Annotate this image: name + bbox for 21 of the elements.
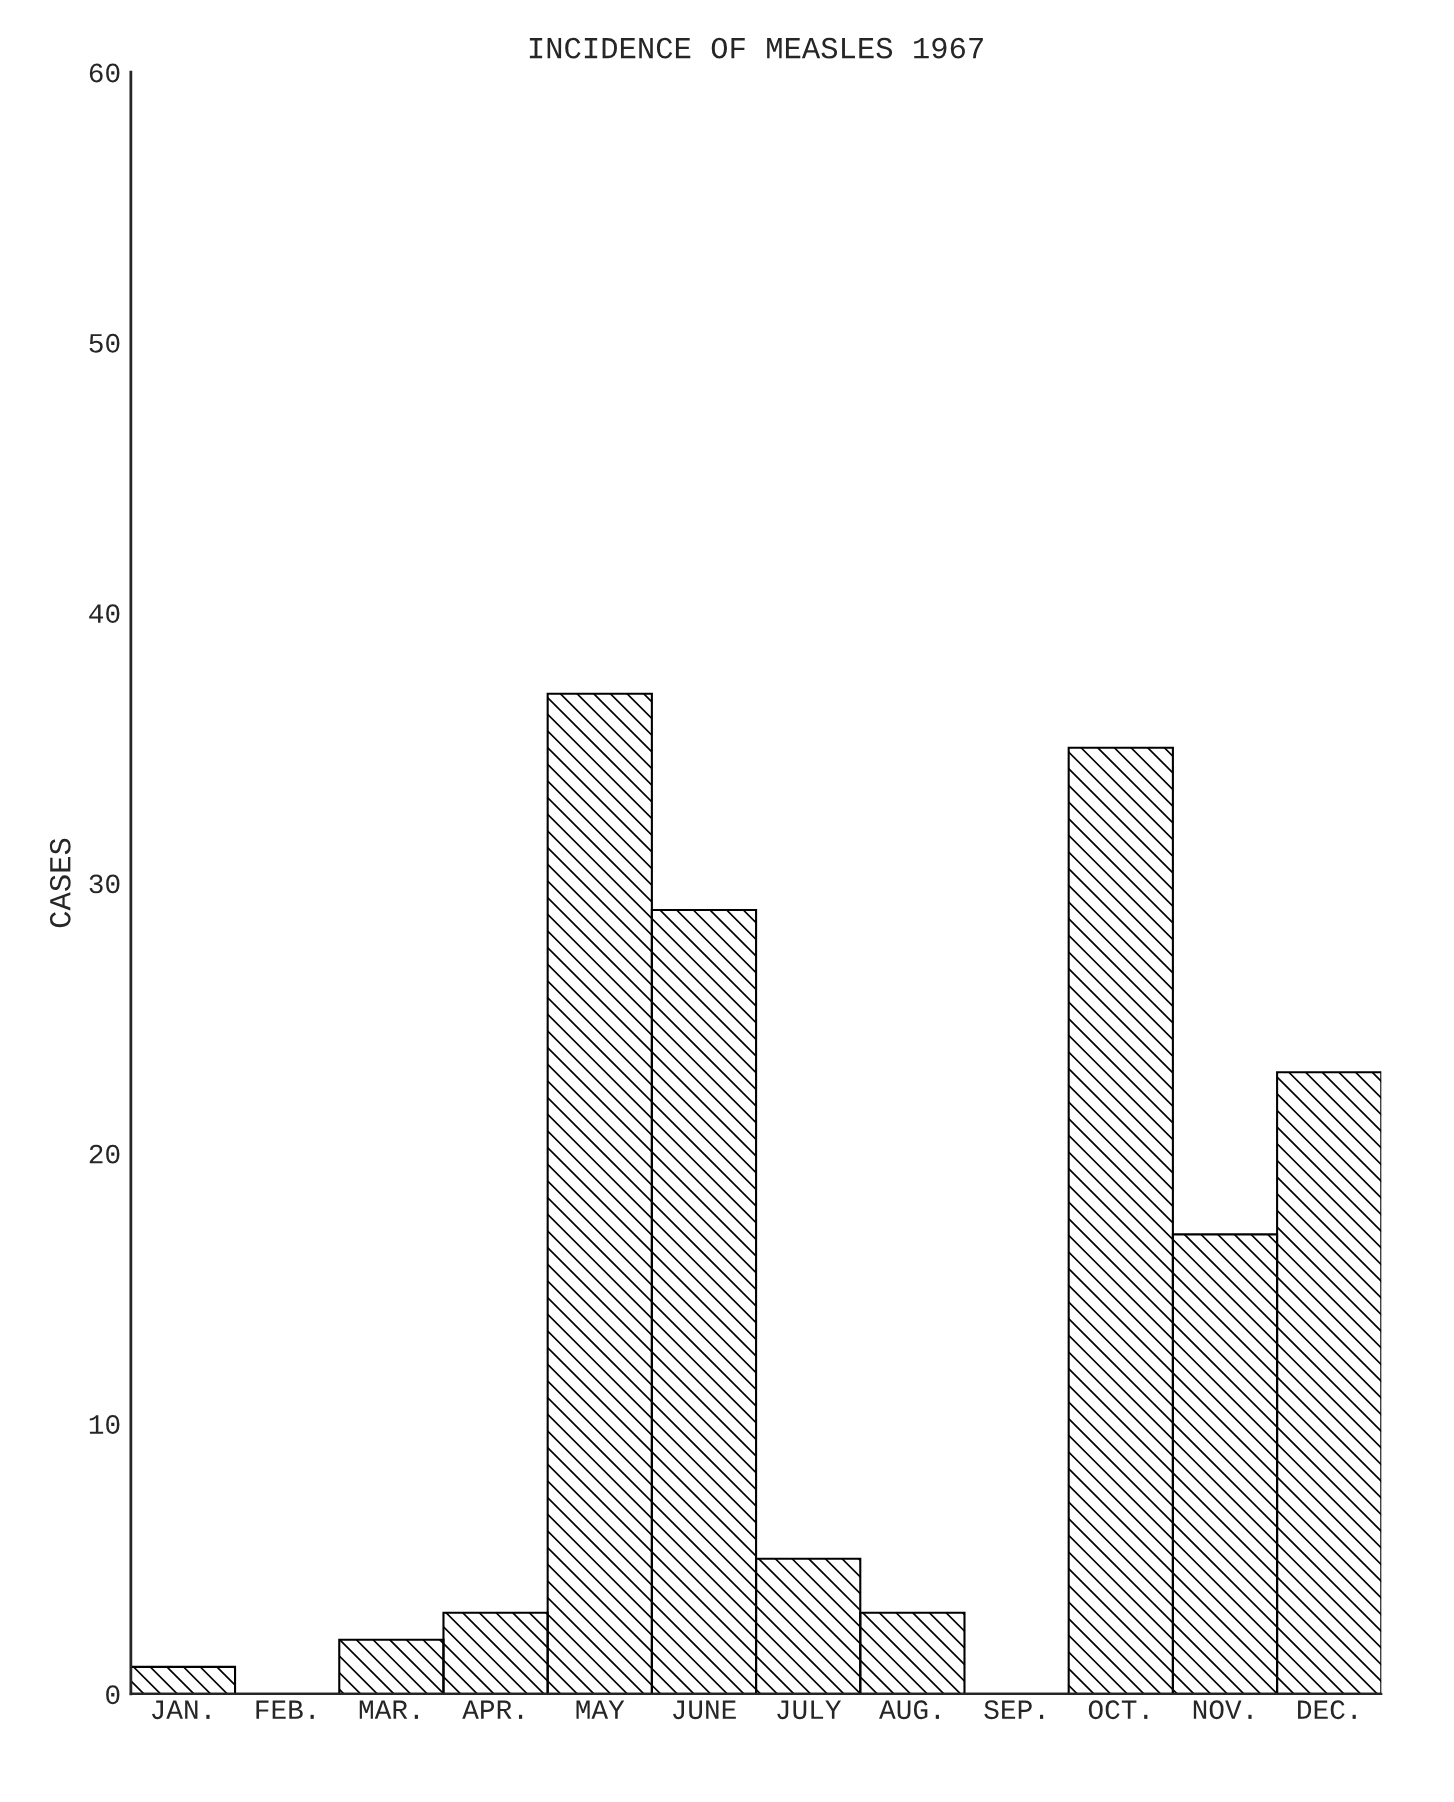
x-tick-label: JAN. bbox=[152, 1700, 210, 1720]
y-tick-label: 50 bbox=[89, 333, 120, 353]
x-tick-label: JULY bbox=[777, 1700, 842, 1720]
x-tick-label: AUG. bbox=[879, 1700, 939, 1720]
chart-title: INCIDENCE OF MEASLES 1967 bbox=[529, 37, 983, 59]
x-tick-label: MAR. bbox=[359, 1700, 418, 1719]
y-axis-title: CASES bbox=[49, 838, 71, 928]
y-tick-label: 60 bbox=[89, 63, 120, 83]
y-tick-label: 40 bbox=[89, 604, 120, 624]
x-tick-label: FEB. bbox=[256, 1700, 314, 1719]
x-tick-label: APR. bbox=[462, 1700, 523, 1719]
y-tick-label: 10 bbox=[89, 1415, 120, 1434]
x-tick-label: NOV. bbox=[1193, 1700, 1252, 1720]
x-tick-label: OCT. bbox=[1088, 1700, 1148, 1720]
y-tick-label: 20 bbox=[89, 1144, 120, 1164]
x-tick-label: SEP. bbox=[984, 1700, 1044, 1720]
x-tick-label: JUNE bbox=[673, 1700, 736, 1720]
y-tick-label: 0 bbox=[106, 1685, 120, 1705]
y-tick-label: 30 bbox=[89, 874, 120, 894]
x-tick-label: MAY bbox=[576, 1700, 625, 1719]
x-tick-label: DEC. bbox=[1298, 1700, 1356, 1720]
